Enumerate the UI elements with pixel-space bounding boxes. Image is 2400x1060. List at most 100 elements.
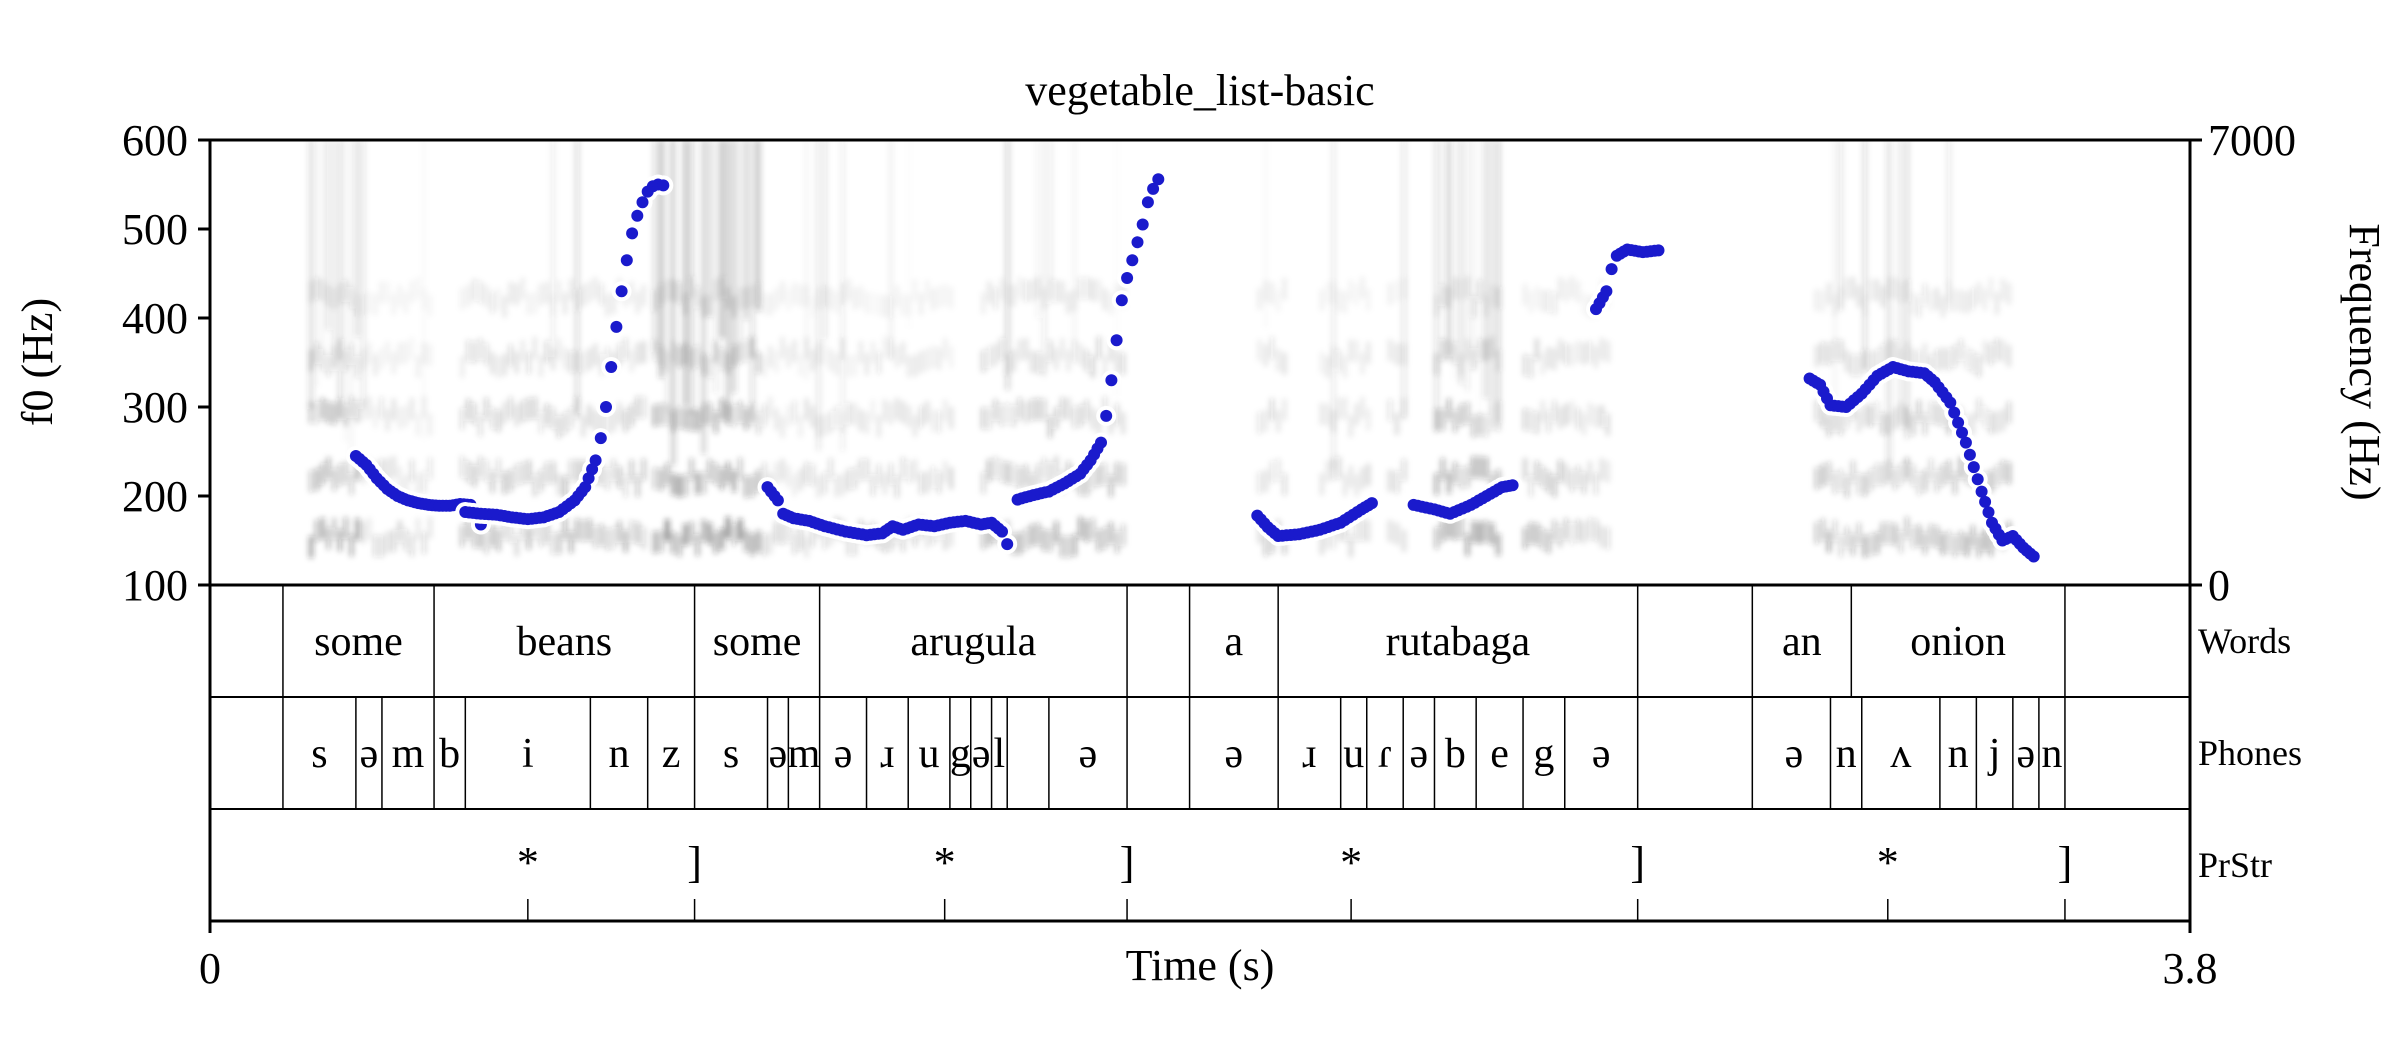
spectrogram-cell [1348, 415, 1353, 438]
spectrogram-cell [367, 396, 372, 419]
tone-point-label: * [1877, 838, 1899, 887]
pitch-point [594, 432, 607, 445]
spectrogram-cell [1599, 338, 1604, 361]
spectrogram-cell [581, 352, 586, 375]
spectrogram-cell [1023, 280, 1028, 303]
spectrogram-cell [906, 294, 912, 317]
spectrogram-cell [367, 342, 372, 365]
spectrogram-cell [1257, 471, 1262, 494]
spectrogram-cell [1540, 465, 1545, 488]
spectrogram-cell [1946, 348, 1951, 371]
spectrogram-cell [1054, 456, 1059, 479]
spectrogram-cell [1282, 473, 1287, 496]
spectrogram-cell [888, 140, 893, 359]
spectrogram-cell [1434, 140, 1439, 433]
spectrogram-cell [508, 282, 513, 304]
spectrogram-cell [563, 517, 568, 540]
pitch-point [610, 320, 623, 333]
spectrogram-cell [605, 468, 610, 490]
spectrogram-cell [1976, 355, 1981, 377]
spectrogram-cell [502, 471, 507, 494]
spectrogram-cell [326, 354, 331, 377]
spectrogram-cell [367, 291, 372, 314]
spectrogram-cell [912, 459, 918, 482]
spectrogram-cell [391, 398, 396, 421]
spectrogram-cell [852, 354, 857, 377]
spectrogram-cell [744, 339, 749, 362]
pitch-point [771, 494, 784, 507]
word-label: a [1225, 619, 1244, 665]
spectrogram-cell [1844, 406, 1849, 429]
spectrogram-cell [1952, 472, 1957, 495]
spectrogram-cell [623, 409, 628, 432]
spectrogram-cell [1269, 282, 1275, 305]
spectrogram-cell [1446, 471, 1452, 494]
spectrogram-cell [1023, 338, 1028, 361]
spectrogram-cell [943, 284, 948, 307]
spectrogram-cell [1029, 350, 1035, 373]
spectrogram-cell [1035, 464, 1041, 487]
spectrogram-cell [762, 533, 767, 556]
spectrogram-cell [1054, 521, 1059, 544]
spectrogram-cell [882, 295, 887, 318]
spectrogram-cell [1337, 397, 1342, 420]
spectrogram-cell [1856, 285, 1861, 308]
spectrogram-cell [563, 292, 568, 315]
spectrogram-cell [641, 458, 646, 481]
spectrogram-cell [1072, 406, 1077, 429]
spectrogram-cell [1552, 348, 1557, 371]
spectrogram-cell [1856, 354, 1861, 377]
spectrogram-cell [912, 414, 918, 437]
spectrogram-cell [460, 524, 465, 547]
spectrogram-cell [1054, 280, 1059, 302]
spectrogram-cell [695, 534, 700, 556]
spectrogram-cell [1940, 532, 1945, 555]
word-label: some [314, 619, 403, 665]
spectrogram-cell [981, 407, 986, 430]
spectrogram-cell [1102, 463, 1107, 486]
spectrogram-cell [762, 462, 767, 485]
spectrogram-cell [428, 457, 433, 480]
spectrogram-cell [1946, 460, 1951, 482]
spectrogram-cell [1489, 522, 1495, 545]
spectrogram-cell [1084, 349, 1089, 372]
spectrogram-cell [1916, 350, 1921, 373]
spectrogram-cell [466, 517, 471, 540]
spectrogram-cell [332, 517, 337, 540]
spectrogram-cell [1078, 404, 1083, 427]
spectrogram-cell [563, 347, 568, 370]
spectrogram-cell [1387, 339, 1393, 362]
spectrogram-cell [1558, 525, 1563, 548]
spectrogram-cell [587, 348, 592, 371]
spectrogram-cell [1319, 351, 1324, 374]
spectrogram-cell [526, 397, 531, 420]
spectrogram-cell [1017, 339, 1022, 362]
spectrogram-cell [593, 410, 598, 433]
pitch-point [657, 179, 670, 192]
spectrogram-cell [1916, 473, 1921, 495]
spectrogram-cell [508, 344, 513, 367]
spectrogram-cell [768, 396, 773, 419]
spectrogram-cell [472, 526, 477, 549]
spectrogram-cell [1569, 400, 1575, 423]
spectrogram-cell [665, 140, 670, 415]
spectrogram-cell [671, 473, 676, 496]
spectrogram-cell [882, 336, 887, 359]
spectrogram-cell [1360, 352, 1365, 375]
spectrogram-cell [421, 342, 427, 365]
spectrogram-cell [858, 341, 863, 363]
spectrogram-cell [780, 522, 785, 545]
spectrogram-cell [520, 400, 525, 423]
spectrogram-cell [828, 349, 833, 371]
spectrogram-cell [466, 398, 471, 421]
spectrogram-cell [332, 468, 337, 491]
spectrogram-cell [725, 140, 731, 419]
spectrogram-cell [1910, 413, 1915, 436]
spectrogram-cell [373, 406, 378, 428]
spectrogram-cell [810, 405, 815, 428]
spectrogram-cell [871, 292, 875, 314]
spectrogram-cell [1452, 277, 1458, 300]
spectrogram-cell [1552, 519, 1557, 542]
spectrogram-cell [1910, 464, 1915, 487]
spectrogram-cell [1090, 467, 1095, 490]
